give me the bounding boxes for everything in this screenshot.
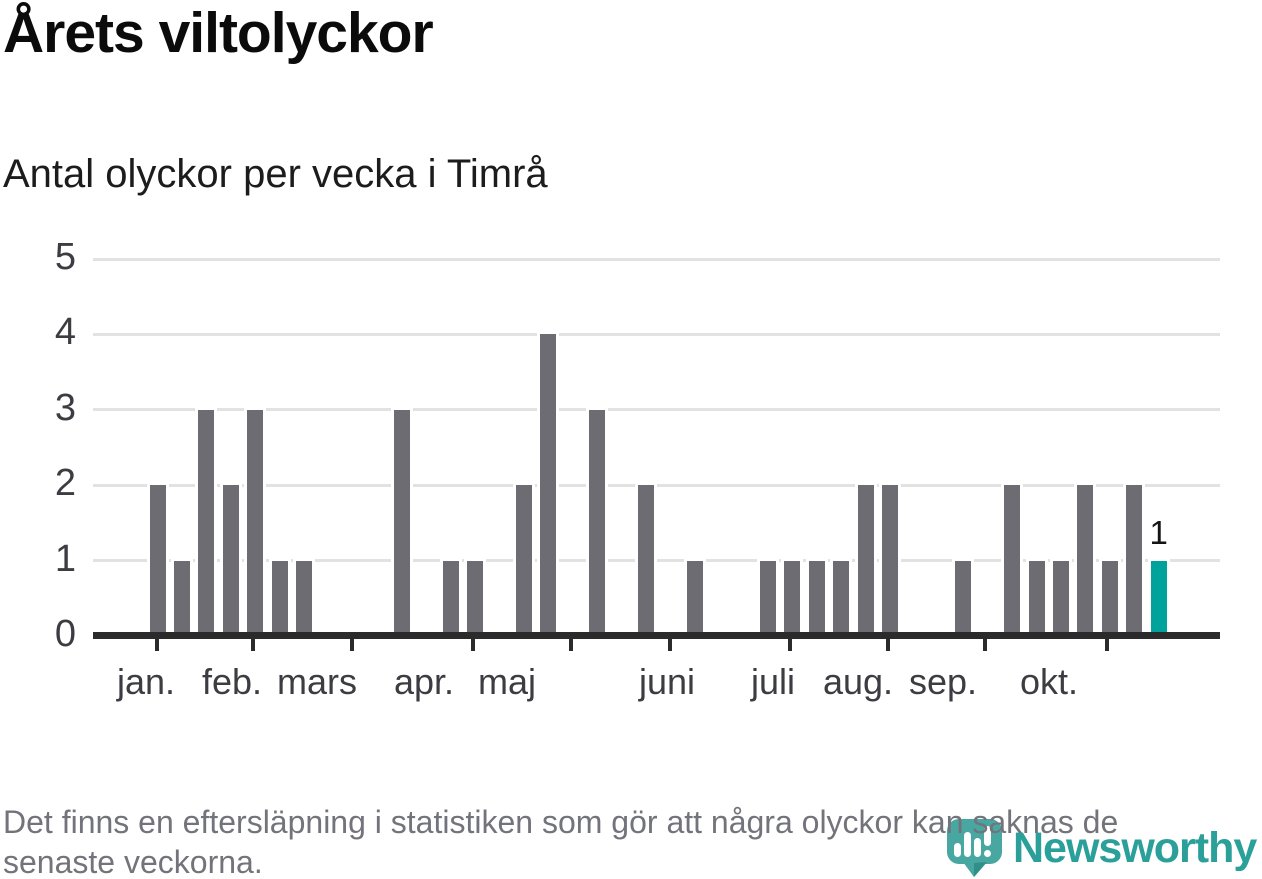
- y-axis-label: 0: [54, 613, 76, 655]
- x-axis-tick: [788, 637, 792, 651]
- x-axis-label: juni: [638, 661, 696, 702]
- plot-area: 1: [93, 257, 1220, 639]
- x-axis-label: juli: [750, 661, 796, 702]
- y-axis-label: 4: [54, 311, 76, 354]
- bar: [686, 560, 703, 636]
- x-axis-label: feb.: [201, 661, 263, 702]
- gridline: [93, 408, 1220, 412]
- x-axis-tick: [1105, 637, 1109, 651]
- bar: [955, 560, 972, 636]
- gridline: [93, 559, 1220, 563]
- gridline: [93, 257, 1220, 261]
- newsworthy-pin-icon: [947, 819, 1002, 877]
- x-axis-tick: [668, 637, 672, 651]
- x-axis-tick: [886, 637, 890, 651]
- bar: [466, 560, 483, 636]
- bar: [540, 334, 557, 636]
- x-axis-tick: [350, 637, 354, 651]
- bar: [442, 560, 459, 636]
- bar: [247, 409, 264, 636]
- footnote: Det finns en eftersläpning i statistiken…: [3, 802, 1118, 879]
- y-axis-label: 1: [54, 537, 76, 580]
- bar: [760, 560, 776, 636]
- x-axis-label: maj: [477, 661, 537, 702]
- bar: [1053, 560, 1070, 636]
- newsworthy-wordmark: Newsworthy: [1013, 824, 1257, 872]
- bar-current-week: [1150, 560, 1167, 636]
- bar: [515, 485, 532, 636]
- x-axis-tick: [155, 637, 159, 651]
- bar: [222, 485, 239, 636]
- bar: [271, 560, 288, 636]
- bar: [808, 560, 825, 636]
- y-axis-label: 2: [54, 462, 76, 505]
- y-axis-label: 5: [54, 236, 76, 278]
- footnote-line: senaste veckorna.: [3, 844, 263, 879]
- bar: [882, 485, 899, 636]
- bar: [1004, 485, 1021, 636]
- bar: [1028, 560, 1045, 636]
- x-axis-line: [93, 632, 1220, 639]
- highlight-value-label: 1: [1149, 513, 1168, 551]
- bar: [149, 485, 166, 636]
- x-axis-tick: [569, 637, 573, 651]
- footnote-line: Det finns en eftersläpning i statistiken…: [3, 804, 1119, 840]
- x-axis-tick: [251, 637, 255, 651]
- x-axis-label: mars: [277, 661, 357, 702]
- x-axis-tick: [471, 637, 475, 651]
- bar: [589, 409, 606, 636]
- gridline: [93, 483, 1220, 487]
- bar: [173, 560, 190, 636]
- bar: [393, 409, 410, 636]
- bar-chart: 0 1 2 3 4 5 1 jan. feb. mars apr. maj juni juli aug.…: [54, 236, 1220, 702]
- x-axis-label: sep.: [908, 661, 978, 702]
- bar: [198, 409, 215, 636]
- bar: [857, 485, 874, 636]
- y-axis-label: 3: [54, 386, 76, 429]
- bar: [1077, 485, 1094, 636]
- x-axis-label: apr.: [393, 661, 455, 702]
- x-axis-tick: [983, 637, 987, 651]
- bar: [784, 560, 801, 636]
- bar: [1101, 560, 1118, 636]
- bar: [833, 560, 850, 636]
- bar: [637, 485, 654, 636]
- bar: [296, 560, 313, 636]
- chart-subtitle: Antal olyckor per vecka i Timrå: [3, 152, 548, 196]
- newsworthy-logo: Newsworthy: [946, 819, 1257, 877]
- gridline: [93, 332, 1220, 336]
- x-axis-label: aug.: [822, 661, 894, 702]
- x-axis-label: jan.: [116, 661, 176, 702]
- chart-title: Årets viltolyckor: [3, 1, 434, 65]
- x-axis-label: okt.: [1019, 661, 1079, 702]
- bar: [1126, 485, 1143, 636]
